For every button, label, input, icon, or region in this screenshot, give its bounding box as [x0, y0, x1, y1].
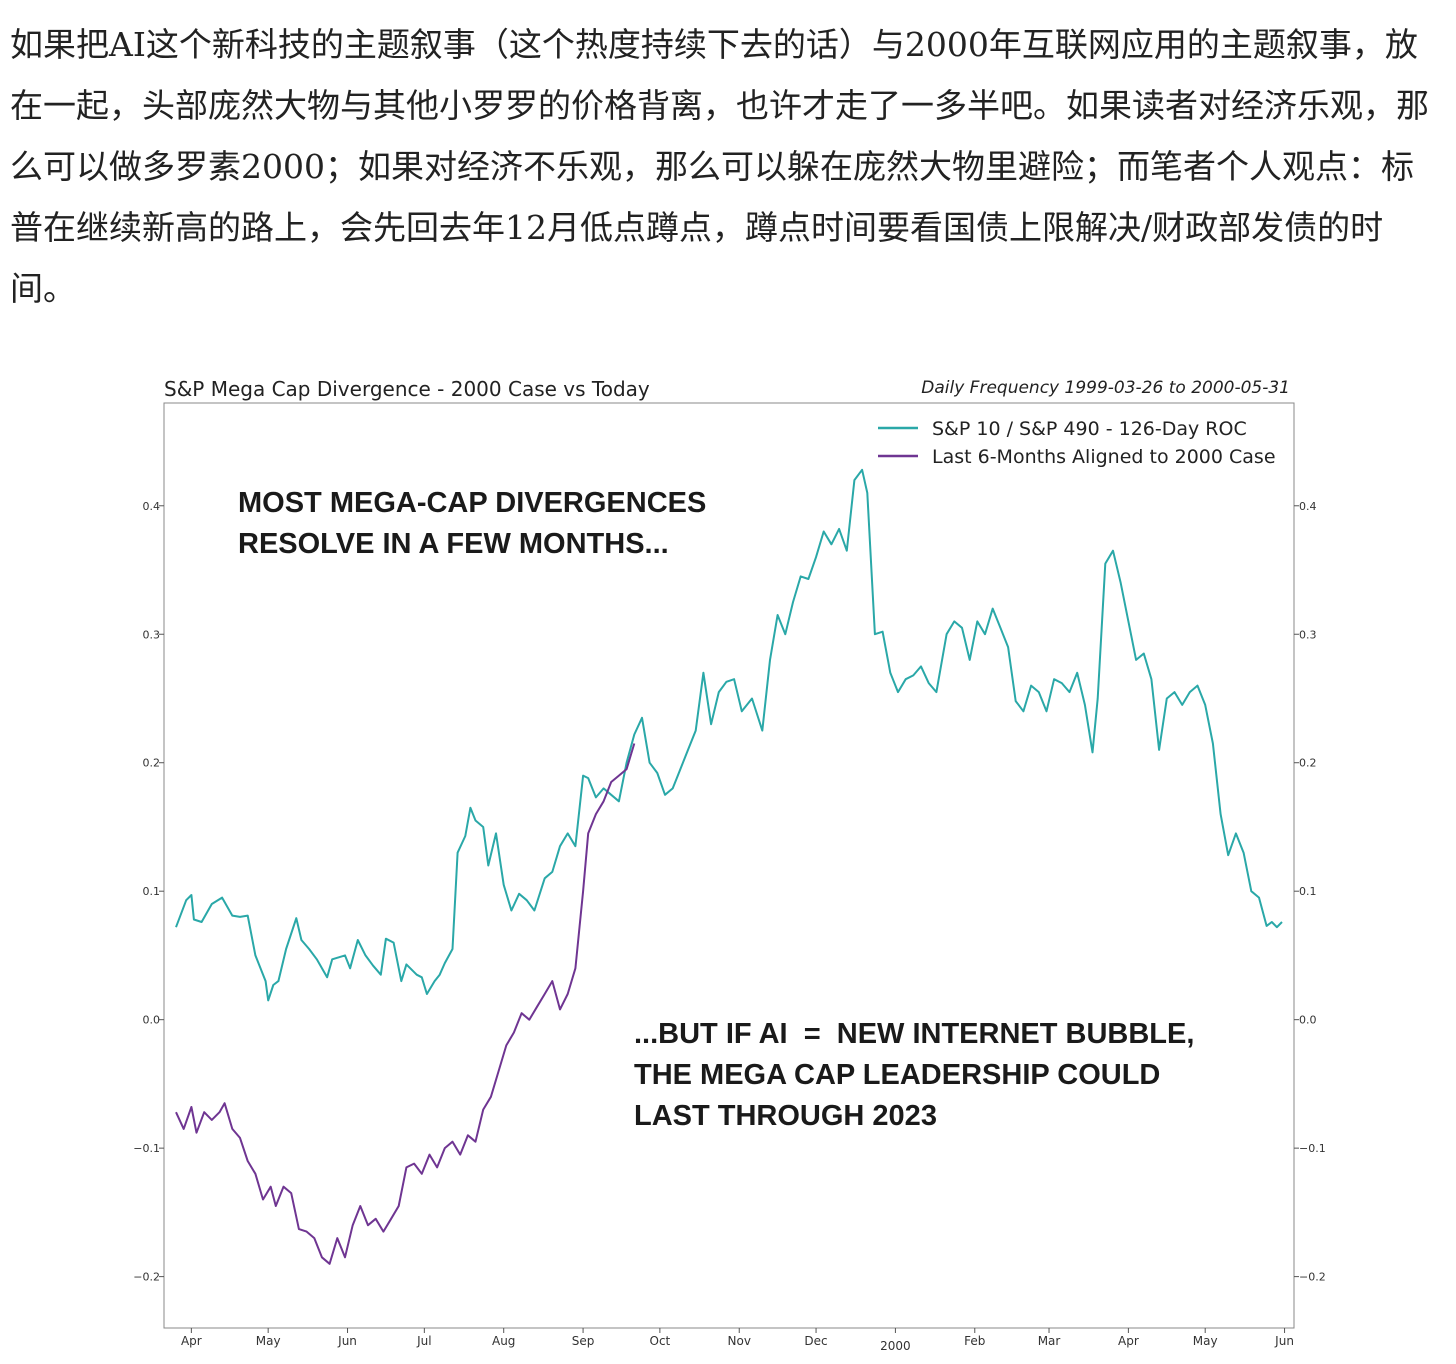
annotation-bottom-line2: THE MEGA CAP LEADERSHIP COULD — [634, 1059, 1160, 1091]
y-tick-label-right: 0.2 — [1299, 757, 1317, 770]
x-axis: Apr May Jun Jul Aug Sep Oct Nov Dec 2000 Feb Mar Apr… — [181, 1328, 1294, 1353]
x-tick-label: Feb — [964, 1334, 985, 1348]
x-tick-label: Sep — [572, 1334, 595, 1348]
y-tick-label-left: 0.3 — [143, 628, 161, 641]
plot-frame — [163, 402, 1295, 1329]
chart-subtitle: Daily Frequency 1999-03-26 to 2000-05-31 — [921, 378, 1290, 398]
y-tick-label-left: 0.2 — [143, 757, 161, 770]
x-tick-label: 2000 — [880, 1339, 911, 1353]
y-axis-left: −0.2 −0.1 0.0 0.1 0.2 0.3 0.4 — [133, 500, 164, 1284]
annotation-top-line1: MOST MEGA-CAP DIVERGENCES — [238, 487, 706, 519]
divergence-chart: S&P Mega Cap Divergence - 2000 Case vs T… — [133, 377, 1326, 1353]
legend-label-roc: S&P 10 / S&P 490 - 126-Day ROC — [932, 418, 1247, 440]
y-tick-label-left: 0.0 — [143, 1014, 161, 1027]
y-tick-label-right: 0.4 — [1299, 500, 1317, 513]
y-tick-label-left: 0.1 — [143, 885, 161, 898]
y-tick-label-right: −0.1 — [1299, 1142, 1326, 1155]
x-tick-label: Jul — [416, 1334, 431, 1348]
chart-container: S&P Mega Cap Divergence - 2000 Case vs T… — [0, 340, 1456, 1359]
annotation-bottom-line1: ...BUT IF AI = NEW INTERNET BUBBLE, — [634, 1018, 1194, 1050]
x-tick-label: Apr — [181, 1334, 202, 1348]
x-tick-label: Aug — [492, 1334, 515, 1348]
annotation-bottom-line3: LAST THROUGH 2023 — [634, 1100, 937, 1132]
series-line-aligned — [175, 743, 636, 1265]
legend: S&P 10 / S&P 490 - 126-Day ROC Last 6-Mo… — [878, 418, 1276, 468]
x-tick-label: Apr — [1118, 1334, 1139, 1348]
series-layer — [175, 468, 1283, 1265]
chart-title: S&P Mega Cap Divergence - 2000 Case vs T… — [164, 377, 650, 401]
y-axis-right: −0.2 −0.1 0.0 0.1 0.2 0.3 0.4 — [1294, 500, 1326, 1284]
legend-label-aligned: Last 6-Months Aligned to 2000 Case — [932, 446, 1276, 468]
annotation-top-line2: RESOLVE IN A FEW MONTHS... — [238, 528, 669, 560]
x-tick-label: Jun — [1274, 1334, 1294, 1348]
x-tick-label: May — [256, 1334, 281, 1348]
x-tick-label: Oct — [650, 1334, 671, 1348]
y-tick-label-right: −0.2 — [1299, 1271, 1326, 1284]
x-tick-label: Nov — [728, 1334, 751, 1348]
y-tick-label-right: 0.0 — [1299, 1014, 1317, 1027]
x-tick-label: Mar — [1038, 1334, 1061, 1348]
article-text-block: 如果把AI这个新科技的主题叙事（这个热度持续下去的话）与2000年互联网应用的主… — [10, 14, 1446, 319]
y-tick-label-right: 0.3 — [1299, 628, 1317, 641]
y-tick-label-left: −0.1 — [133, 1142, 160, 1155]
y-tick-label-left: −0.2 — [133, 1271, 160, 1284]
y-tick-label-left: 0.4 — [143, 500, 161, 513]
x-tick-label: Dec — [804, 1334, 827, 1348]
series-line-roc — [175, 468, 1283, 1002]
x-tick-label: Jun — [337, 1334, 357, 1348]
y-tick-label-right: 0.1 — [1299, 885, 1317, 898]
article-paragraph: 如果把AI这个新科技的主题叙事（这个热度持续下去的话）与2000年互联网应用的主… — [10, 25, 1429, 308]
x-tick-label: May — [1193, 1334, 1218, 1348]
